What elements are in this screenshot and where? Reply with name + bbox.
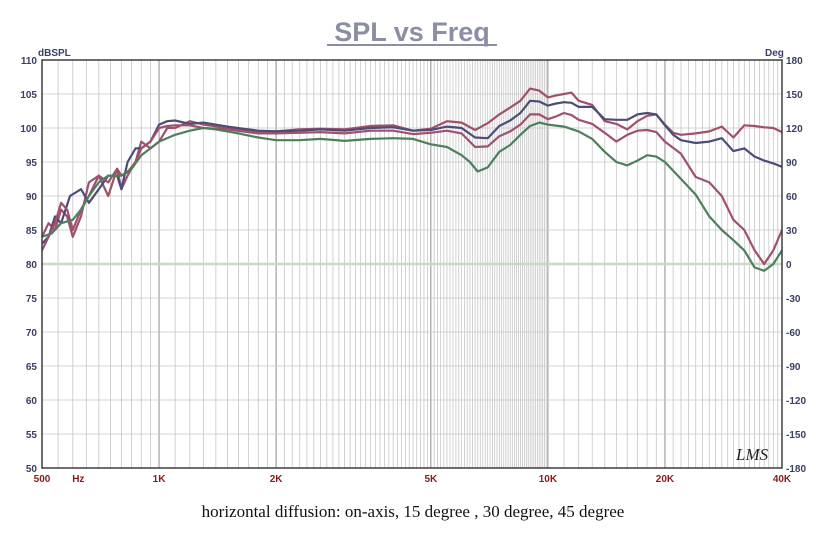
y-tick-left-label: 75	[26, 294, 38, 305]
y-tick-right-label: -120	[786, 396, 806, 407]
y-tick-right-label: 180	[786, 56, 803, 67]
y-tick-left-label: 105	[20, 90, 37, 101]
x-tick-label: 20K	[656, 474, 675, 485]
plot-frame	[41, 59, 783, 469]
series-line-1	[41, 87, 783, 238]
y-tick-right-label: 120	[786, 124, 803, 135]
series-line-2	[41, 99, 783, 245]
y-tick-right-label: 90	[786, 158, 798, 169]
x-tick-label: 40K	[773, 474, 792, 485]
y-tick-left-label: 50	[26, 464, 38, 475]
y-tick-left-label: 110	[21, 56, 38, 67]
y-tick-left-label: 65	[26, 362, 38, 373]
y-tick-left-label: 90	[26, 192, 38, 203]
y-tick-right-label: -90	[786, 362, 801, 373]
chart-caption: horizontal diffusion: on-axis, 15 degree…	[202, 502, 625, 521]
y-tick-right-label: 0	[786, 260, 792, 271]
series-group	[41, 87, 784, 272]
y-tick-right-label: -180	[786, 464, 806, 475]
y-tick-right-label: 150	[786, 90, 803, 101]
y-tick-right-label: -30	[786, 294, 801, 305]
series-line-3	[41, 111, 784, 266]
y-tick-left-label: 85	[26, 226, 38, 237]
x-tick-label: 1K	[153, 474, 167, 485]
y-tick-right-label: -150	[786, 430, 806, 441]
chart-title: SPL vs Freq	[334, 17, 490, 47]
y-axis-right-unit: Deg	[765, 48, 784, 59]
y-tick-left-label: 60	[26, 396, 38, 407]
y-axis-left-unit: dBSPL	[38, 48, 71, 59]
y-tick-right-label: 30	[786, 226, 798, 237]
x-axis-ticks: 500 Hz 1K 2K 5K 10K 20K 40K	[34, 474, 792, 485]
y-axis-left-ticks: 110 105 100 95 90 85 80 75 70 65 60 55 50	[20, 56, 37, 475]
y-tick-left-label: 70	[26, 328, 38, 339]
series-line-4	[41, 121, 783, 272]
y-tick-left-label: 80	[26, 260, 38, 271]
y-tick-left-label: 95	[26, 158, 38, 169]
y-tick-left-label: 100	[20, 124, 37, 135]
y-axis-right-ticks: 180 150 120 90 60 30 0 -30 -60 -90 -120 -150 -180	[786, 56, 806, 475]
x-tick-label: Hz	[72, 474, 84, 485]
x-tick-label: 2K	[270, 474, 284, 485]
x-tick-label: 10K	[539, 474, 558, 485]
y-tick-left-label: 55	[26, 430, 38, 441]
y-tick-right-label: -60	[786, 328, 801, 339]
lms-watermark: LMS	[735, 445, 769, 464]
x-tick-label: 5K	[424, 474, 438, 485]
y-tick-right-label: 60	[786, 192, 798, 203]
x-tick-label: 500	[34, 474, 51, 485]
